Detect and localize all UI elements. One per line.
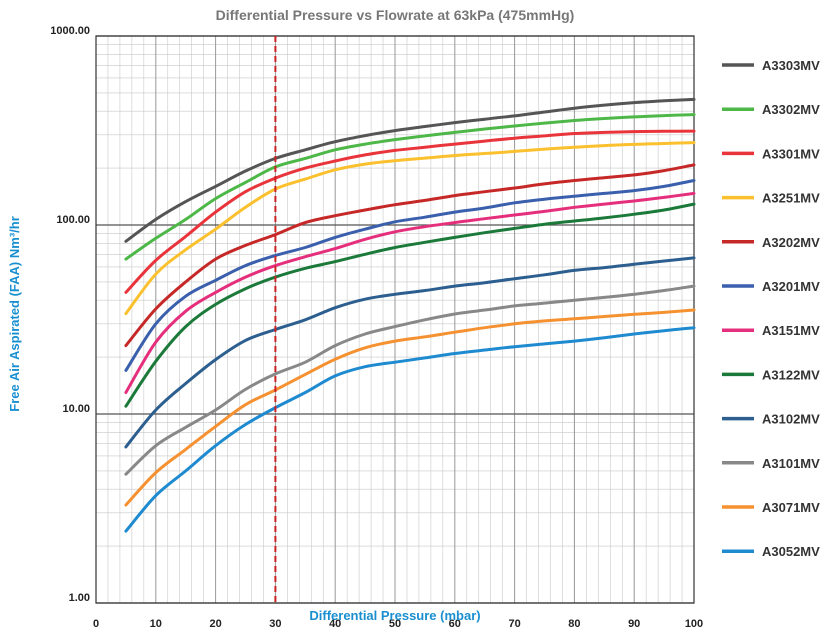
legend-item-a3101mv: A3101MV [722,456,820,471]
x-tick-label: 40 [329,618,341,627]
series-line-a3251mv [124,141,696,316]
legend-item-a3303mv: A3303MV [722,58,820,73]
series-line-a3071mv [124,308,696,507]
x-tick-label: 50 [389,618,401,627]
legend-item-a3301mv: A3301MV [722,146,820,161]
y-tick-label: 10.00 [62,403,90,415]
y-axis-ticks: 1.00 10.00 100.00 1000.00 [50,25,90,604]
x-tick-label: 20 [209,618,221,627]
legend-label: A3202MV [762,235,820,250]
legend-label: A3071MV [762,500,820,515]
x-tick-label: 60 [449,618,461,627]
legend-item-a3071mv: A3071MV [722,500,820,515]
series-line-a3301mv [124,129,696,294]
series-line-a3201mv [124,179,696,372]
legend-item-a3102mv: A3102MV [722,412,820,427]
series-line-a3151mv [124,191,696,394]
series-line-a3202mv [124,163,696,348]
legend-item-a3302mv: A3302MV [722,102,820,117]
legend-label: A3301MV [762,146,820,161]
chart-title: Differential Pressure vs Flowrate at 63k… [216,7,575,23]
legend-label: A3151MV [762,323,820,338]
legend-label: A3101MV [762,456,820,471]
legend-label: A3201MV [762,279,820,294]
series-line-a3122mv [124,202,696,408]
y-tick-label: 100.00 [56,214,90,226]
y-tick-label: 1.00 [69,592,90,604]
x-axis-ticks: 0 10 20 30 40 50 60 70 80 90 100 [93,618,703,627]
x-tick-label: 70 [508,618,520,627]
legend-label: A3052MV [762,544,820,559]
legend-label: A3303MV [762,58,820,73]
x-tick-label: 90 [628,618,640,627]
legend-item-a3052mv: A3052MV [722,544,820,559]
legend-label: A3122MV [762,367,820,382]
series-line-a3303mv [124,97,696,243]
x-tick-label: 100 [685,618,703,627]
legend-item-a3122mv: A3122MV [722,367,820,382]
legend-label: A3102MV [762,412,820,427]
legend-item-a3201mv: A3201MV [722,279,820,294]
x-tick-label: 80 [568,618,580,627]
plot-border [95,35,695,604]
x-tick-label: 0 [93,618,99,627]
series-line-a3052mv [124,326,696,533]
major-grid [95,35,695,604]
series-line-a3102mv [124,256,696,449]
series-line-a3302mv [124,113,696,261]
x-tick-label: 30 [269,618,281,627]
legend-item-a3251mv: A3251MV [722,191,820,206]
series-line-a3101mv [124,284,696,476]
y-axis-title: Free Air Aspirated (FAA) Nm³/hr [7,216,22,412]
legend-label: A3302MV [762,102,820,117]
series-lines [124,97,696,533]
x-tick-label: 10 [150,618,162,627]
legend-label: A3251MV [762,191,820,206]
y-tick-label: 1000.00 [50,25,90,37]
legend-item-a3151mv: A3151MV [722,323,820,338]
legend-item-a3202mv: A3202MV [722,235,820,250]
x-axis-title: Differential Pressure (mbar) [309,608,480,623]
legend: A3303MV A3302MV A3301MV A3251MV A3202MV A3201… [722,58,820,559]
